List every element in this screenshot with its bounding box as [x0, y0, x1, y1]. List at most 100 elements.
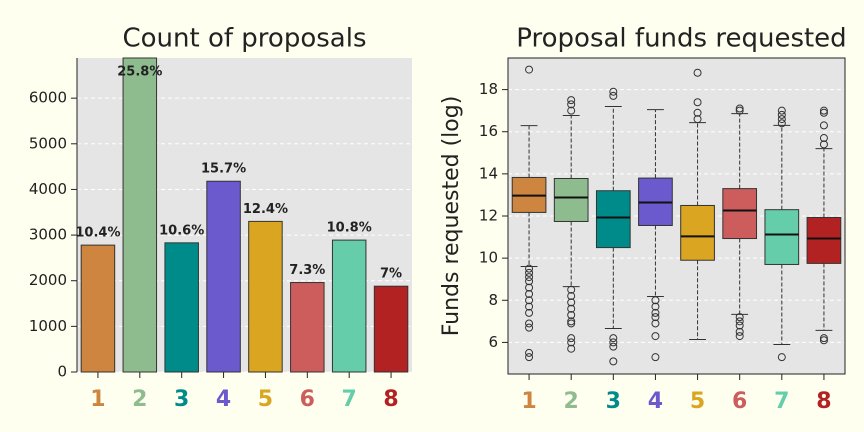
flier: [651, 319, 660, 328]
flier: [525, 323, 534, 332]
flier: [567, 311, 576, 320]
y-tick-label: 12: [479, 207, 498, 225]
flier: [567, 304, 576, 313]
x-tick-label: 1: [521, 389, 536, 414]
flier: [609, 357, 618, 366]
flier: [525, 65, 534, 74]
flier: [735, 327, 744, 336]
x-tick-label: 2: [132, 387, 147, 412]
flier: [819, 106, 828, 115]
chart-title: Proposal funds requested: [516, 24, 846, 54]
x-tick-label: 6: [732, 389, 747, 414]
flier: [567, 317, 576, 326]
box: [680, 204, 715, 261]
y-tick-label: 6: [488, 333, 498, 351]
flier: [777, 115, 786, 124]
flier: [651, 313, 660, 322]
flier: [567, 285, 576, 294]
flier: [819, 334, 828, 343]
flier: [777, 110, 786, 119]
x-tick-label: 3: [606, 389, 621, 414]
bar-annotation: 25.8%: [117, 65, 162, 80]
y-tick-label: 8: [488, 291, 498, 309]
flier: [567, 100, 576, 109]
x-tick-label: 5: [690, 389, 705, 414]
flier: [567, 292, 576, 301]
bar: [290, 282, 325, 373]
bar: [331, 239, 367, 373]
y-tick-label: 4000: [29, 180, 67, 198]
flier: [567, 319, 576, 328]
flier: [693, 98, 702, 107]
flier: [819, 140, 828, 149]
flier: [609, 338, 618, 347]
y-tick-label: 0: [57, 363, 67, 381]
flier: [525, 268, 534, 277]
flier: [567, 298, 576, 307]
x-tick-label: 7: [774, 389, 789, 414]
box: [595, 190, 631, 249]
flier: [819, 121, 828, 130]
flier: [525, 302, 534, 311]
y-tick-label: 14: [479, 164, 498, 182]
flier: [693, 108, 702, 117]
flier: [609, 342, 618, 351]
flier: [651, 296, 660, 305]
y-tick-label: 1000: [29, 317, 67, 335]
flier: [777, 106, 786, 115]
y-tick-label: 18: [479, 80, 498, 98]
bar: [373, 285, 409, 373]
flier: [819, 336, 828, 345]
flier: [693, 115, 702, 124]
flier: [525, 273, 534, 282]
flier: [651, 353, 660, 362]
box: [722, 188, 758, 240]
y-axis-label: Funds requested (log): [439, 96, 464, 337]
flier: [735, 332, 744, 341]
flier: [651, 302, 660, 311]
bar-annotation: 12.4%: [243, 202, 288, 217]
y-tick-label: 2000: [29, 271, 67, 289]
flier: [693, 68, 702, 77]
flier: [525, 289, 534, 298]
flier: [567, 338, 576, 347]
flier: [525, 264, 534, 273]
box: [553, 178, 589, 222]
flier: [819, 134, 828, 143]
flier: [777, 353, 786, 362]
bar-annotation: 15.7%: [201, 162, 246, 177]
flier: [525, 348, 534, 357]
x-tick-label: 3: [174, 387, 189, 412]
box: [806, 216, 842, 264]
x-tick-label: 6: [300, 387, 315, 412]
flier: [525, 308, 534, 317]
flier: [525, 353, 534, 362]
flier: [819, 108, 828, 117]
flier: [525, 283, 534, 292]
flier: [735, 106, 744, 115]
flier: [525, 296, 534, 305]
plot-frame: [507, 57, 846, 375]
flier: [525, 277, 534, 286]
flier: [609, 87, 618, 96]
bar-annotation: 7.3%: [289, 263, 325, 278]
bar: [80, 244, 116, 373]
bar-annotation: 10.6%: [159, 223, 204, 238]
flier: [735, 321, 744, 330]
x-tick-label: 4: [648, 389, 663, 414]
y-tick-label: 5000: [29, 134, 67, 152]
x-tick-label: 7: [342, 387, 357, 412]
x-tick-label: 8: [816, 389, 831, 414]
flier: [567, 106, 576, 115]
bar: [164, 242, 199, 373]
y-tick-label: 16: [479, 122, 498, 140]
x-tick-label: 1: [90, 387, 105, 412]
flier: [651, 332, 660, 341]
flier: [567, 334, 576, 343]
flier: [609, 334, 618, 343]
box: [764, 209, 800, 265]
flier: [777, 119, 786, 128]
x-tick-label: 5: [258, 387, 273, 412]
bar-annotation: 10.4%: [75, 226, 120, 241]
